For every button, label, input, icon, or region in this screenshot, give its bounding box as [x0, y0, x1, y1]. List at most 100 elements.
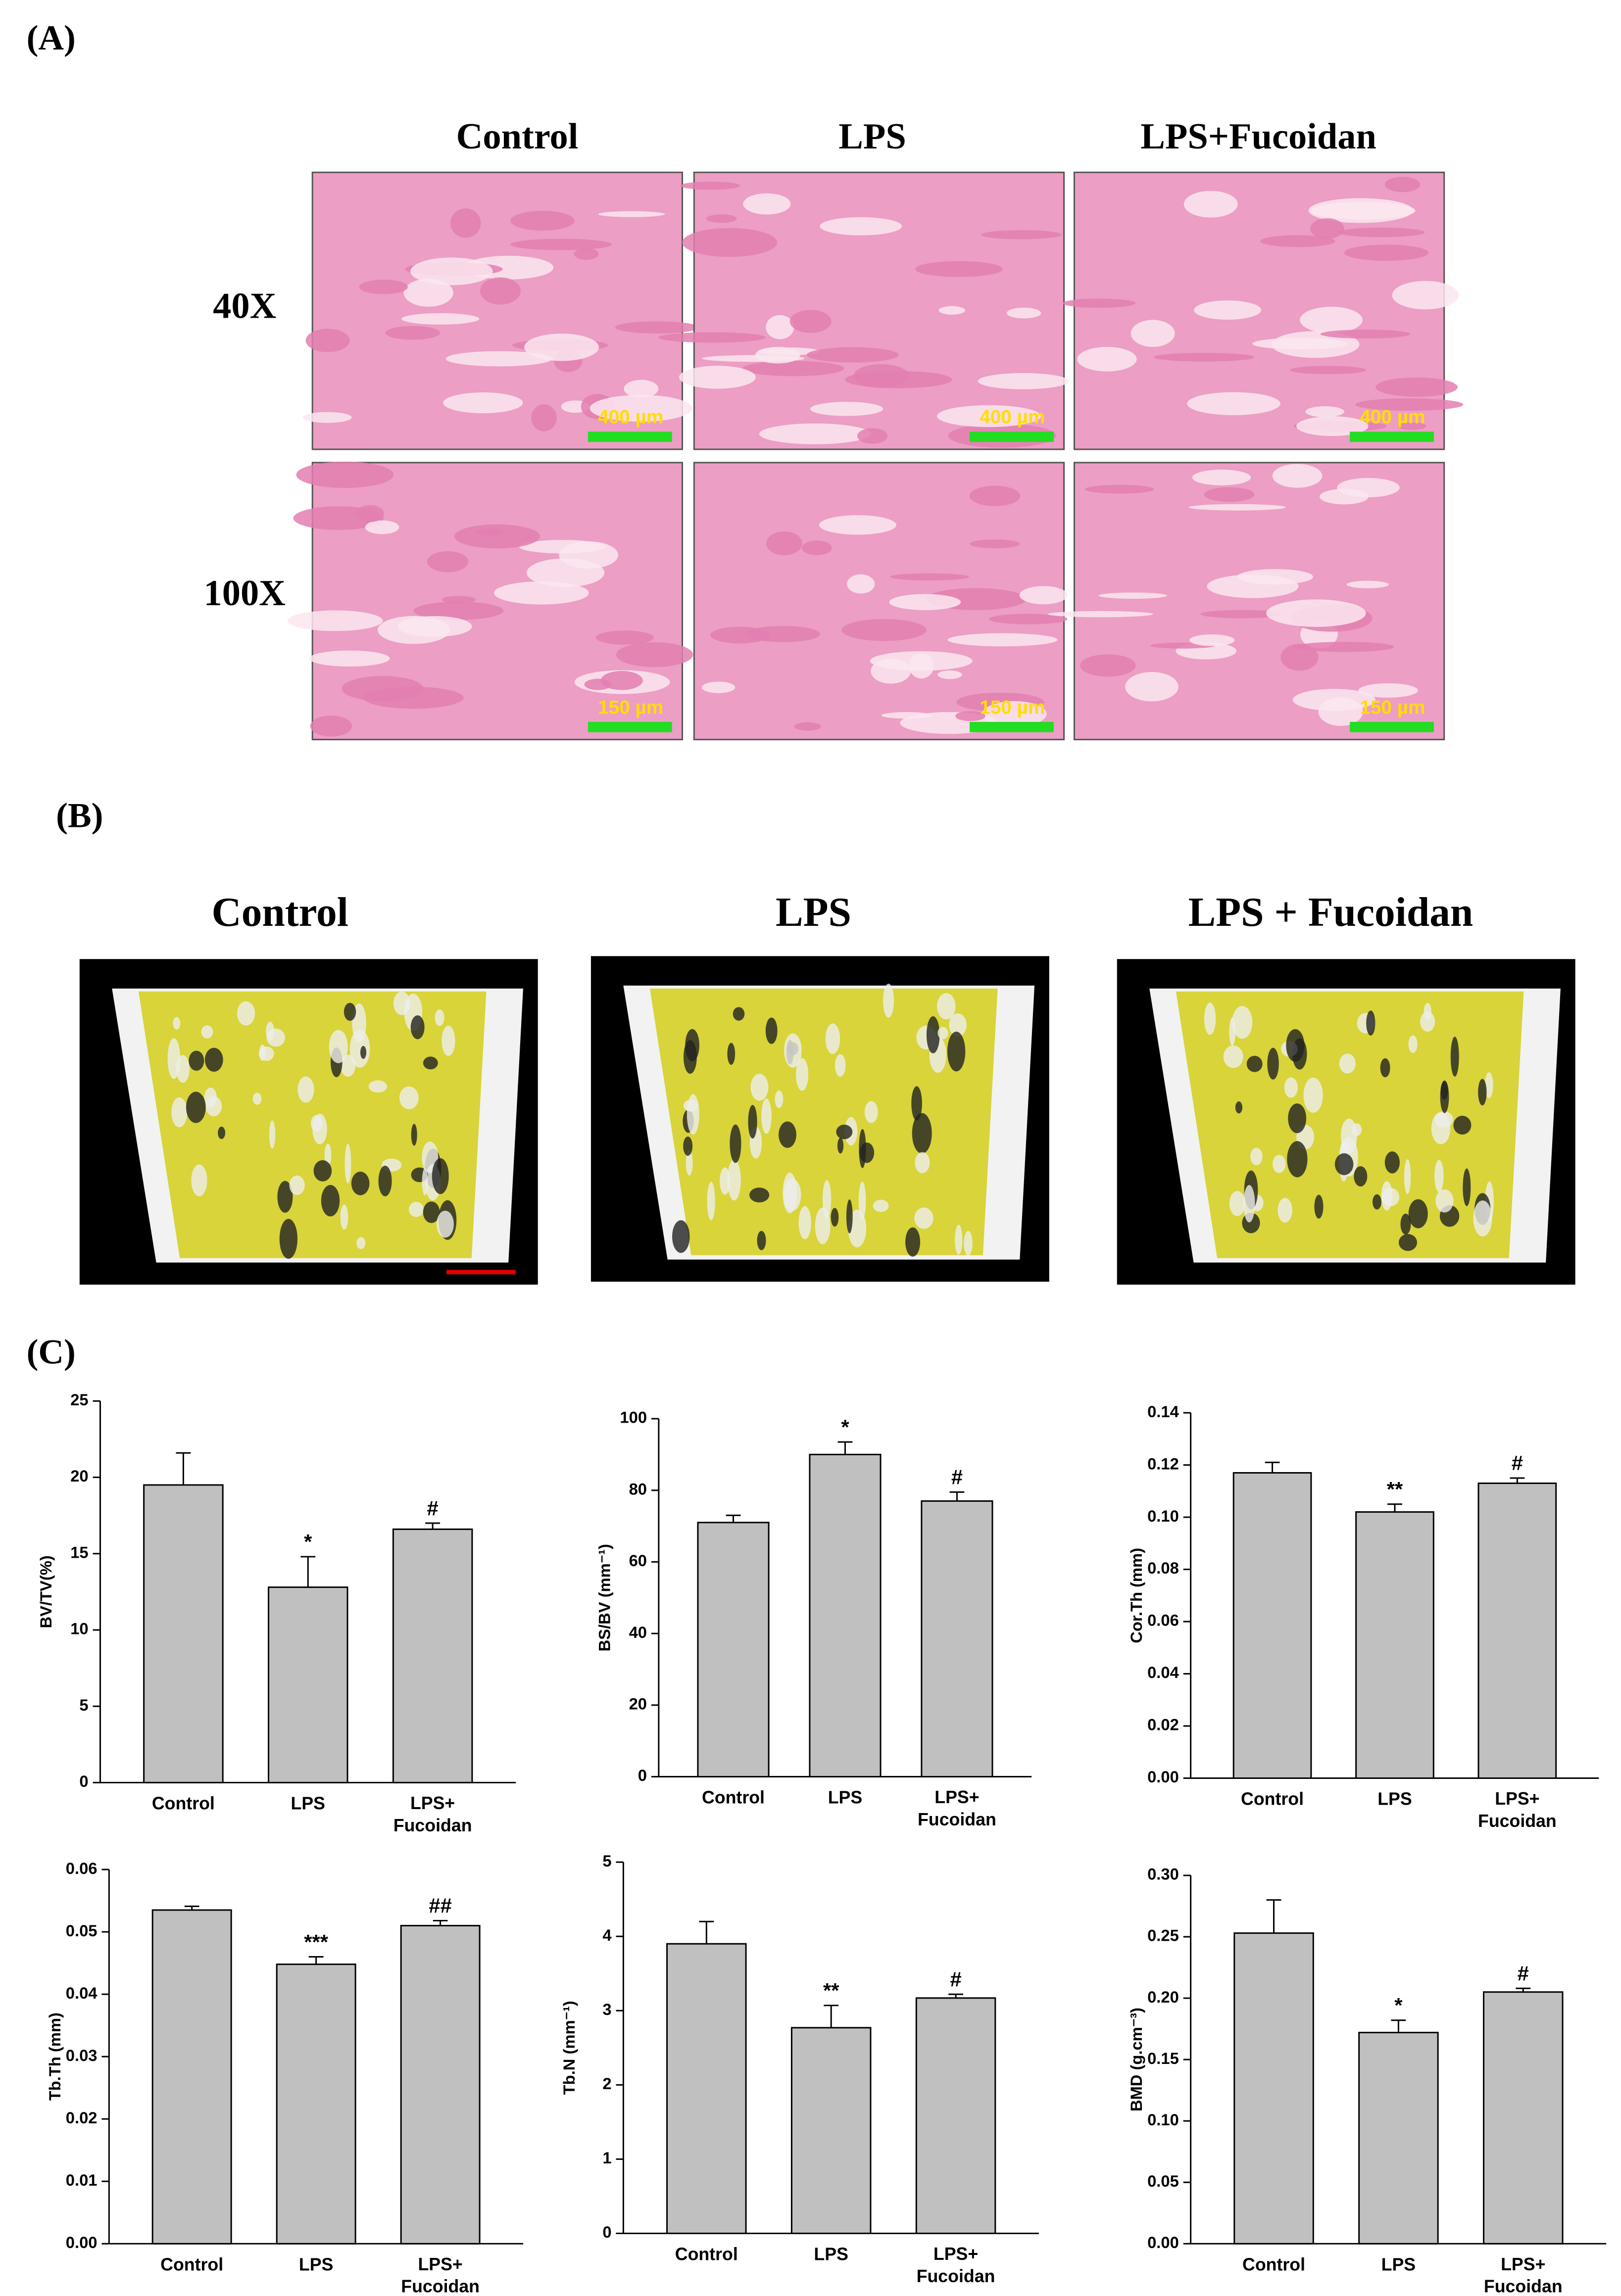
scale-bar-label: 400 µm [980, 407, 1045, 428]
pore [344, 1003, 356, 1021]
pore [360, 1046, 367, 1059]
pore [258, 1046, 274, 1061]
scale-bar [1350, 721, 1434, 732]
pore [1351, 1123, 1362, 1136]
tissue-detail [1280, 644, 1319, 671]
pore [399, 1086, 419, 1109]
tissue-detail [857, 428, 888, 444]
column-title: LPS [776, 890, 851, 935]
tissue-detail [1358, 683, 1418, 698]
tissue-detail [1188, 504, 1286, 511]
y-tick-label: 2 [602, 2074, 611, 2093]
tissue-detail [519, 540, 606, 554]
y-tick-label: 40 [629, 1623, 647, 1641]
scale-bar-label: 400 µm [1360, 407, 1425, 428]
micrograph: 400 µm [1062, 171, 1464, 450]
tissue-detail [624, 380, 659, 398]
tissue-detail [524, 334, 599, 361]
tissue-detail [443, 392, 523, 414]
pore [218, 1126, 226, 1139]
y-tick-label: 20 [629, 1694, 647, 1713]
tissue-detail [988, 614, 1068, 624]
bar [1483, 1991, 1564, 2245]
pore [1484, 1072, 1493, 1099]
pore [1314, 1195, 1324, 1219]
tissue-detail [1318, 697, 1363, 726]
pore [340, 1204, 348, 1230]
pore [1431, 1112, 1451, 1145]
pore [167, 1038, 181, 1079]
pore [1450, 1037, 1459, 1077]
pore [289, 1175, 305, 1196]
y-tick-label: 0 [79, 1772, 88, 1790]
pore [368, 1080, 388, 1093]
scale-bar [1350, 431, 1434, 442]
y-tick-label: 0.03 [66, 2046, 98, 2064]
error-bar [425, 1522, 441, 1530]
y-tick-label: 0.08 [1147, 1559, 1179, 1577]
pore [1372, 1194, 1381, 1210]
y-tick-label: 0.04 [1147, 1663, 1179, 1681]
pore [915, 1152, 930, 1174]
pore [266, 1028, 285, 1047]
tissue-detail [445, 351, 552, 367]
pore [912, 1113, 932, 1154]
micrograph: 150 µm [287, 461, 693, 741]
tissue-detail [915, 261, 1003, 277]
tissue-detail [1310, 201, 1416, 220]
pore [733, 1007, 745, 1021]
tissue-detail [342, 676, 424, 701]
y-tick-label: 0.00 [1147, 2233, 1179, 2251]
pore [189, 1051, 204, 1071]
significance: # [1518, 1961, 1529, 1985]
tissue-detail [365, 520, 399, 534]
pore [329, 1030, 348, 1063]
bar [151, 1909, 232, 2245]
tissue-detail [936, 405, 1041, 428]
error-bar [1510, 1477, 1525, 1483]
pore [1434, 1160, 1444, 1192]
tissue-detail [743, 193, 791, 215]
tissue-detail [1252, 337, 1348, 350]
pore [1334, 1153, 1354, 1175]
error-bar [949, 1491, 965, 1501]
tissue-detail [1296, 416, 1369, 436]
pore [410, 1015, 425, 1040]
tissue-detail [701, 681, 736, 693]
pore [1354, 1166, 1368, 1187]
pore [1243, 1185, 1255, 1223]
tissue-detail [1337, 227, 1425, 238]
tissue-detail [853, 364, 909, 388]
micrograph: 400 µm [658, 171, 1069, 450]
pore [1303, 1077, 1323, 1113]
bar [809, 1453, 882, 1778]
pore [911, 1086, 922, 1121]
pore [321, 1185, 340, 1217]
pore [883, 983, 894, 1018]
pore [324, 1144, 332, 1166]
tissue-detail [1153, 353, 1255, 362]
scale-bar-label: 150 µm [980, 697, 1045, 718]
tissue-detail [909, 653, 934, 679]
tissue-detail [1392, 281, 1459, 310]
y-tick-label: 0.06 [1147, 1611, 1179, 1629]
error-bar [184, 1905, 199, 1911]
tissue-detail [841, 619, 927, 641]
error-bar [1266, 1899, 1281, 1933]
pore [825, 1023, 840, 1054]
tissue-detail [1344, 244, 1429, 261]
error-bar [1387, 1503, 1402, 1512]
pore [815, 1207, 831, 1244]
pore [1277, 1197, 1292, 1223]
x-tick-label: LPS [814, 2245, 848, 2264]
tissue-detail [1194, 300, 1262, 320]
bar [1355, 1511, 1434, 1779]
y-tick-label: 0 [638, 1766, 647, 1784]
pore [422, 1168, 428, 1196]
pore [1288, 1103, 1307, 1134]
tissue-detail [1346, 580, 1389, 588]
significance: ## [429, 1894, 451, 1917]
pore [349, 1030, 370, 1068]
y-tick-label: 0.14 [1147, 1402, 1179, 1421]
tissue-detail [595, 630, 654, 645]
